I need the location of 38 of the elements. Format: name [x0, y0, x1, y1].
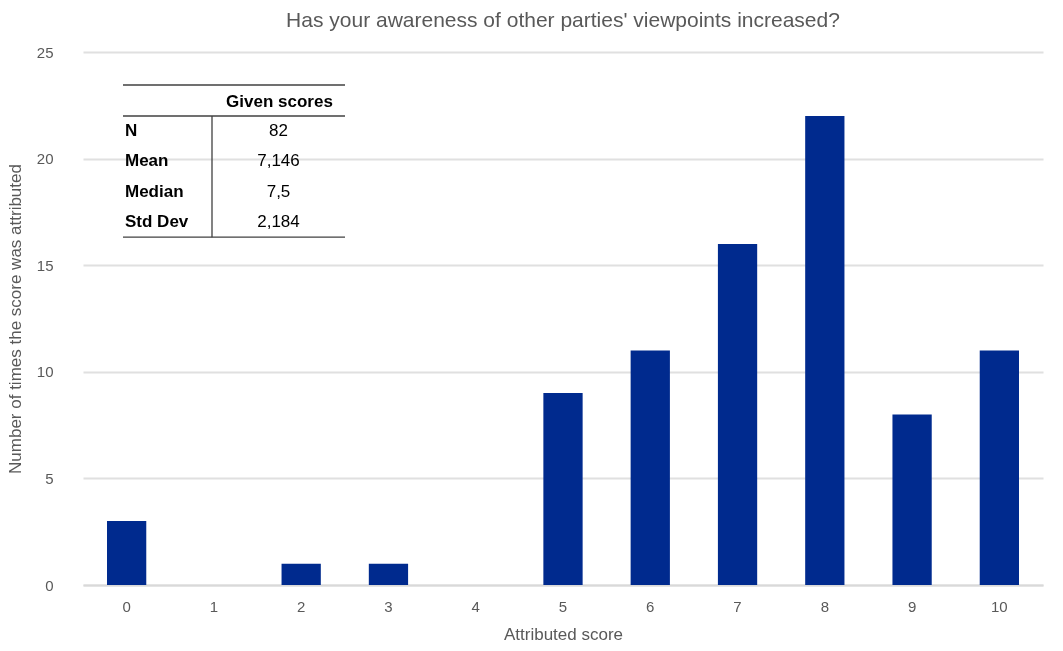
annotation: 2,184 [257, 212, 300, 232]
x-tick-label: 1 [209, 597, 219, 615]
x-tick-label: 5 [558, 597, 568, 615]
annotation: 7,146 [257, 151, 300, 171]
annotation: Median [125, 181, 184, 201]
x-axis-title: Attributed score [503, 624, 624, 644]
bar [281, 563, 321, 585]
annotation: 82 [269, 121, 288, 141]
y-axis-title: Number of times the score was attributed [5, 164, 25, 474]
x-tick-label: 10 [991, 597, 1008, 615]
bar [543, 393, 583, 585]
y-tick-label: 20 [36, 150, 54, 168]
y-tick-label: 15 [36, 256, 54, 274]
x-tick-label: 9 [907, 597, 917, 615]
annotation: Given scores [226, 91, 333, 111]
chart-title: Has your awareness of other parties' viewpoints increased? [286, 8, 840, 31]
y-tick-label: 5 [45, 469, 54, 487]
x-tick-label: 7 [733, 597, 742, 615]
bar [630, 350, 670, 585]
bar [892, 414, 932, 585]
annotation: N [125, 121, 138, 141]
bar [368, 563, 409, 585]
x-tick-label: 0 [122, 597, 131, 615]
x-tick-label: 4 [471, 597, 480, 615]
bar [979, 350, 1019, 585]
x-tick-label: 3 [384, 597, 393, 615]
y-tick-label: 0 [45, 576, 54, 594]
x-tick-label: 6 [646, 597, 655, 615]
annotation: 7,5 [266, 181, 291, 201]
y-tick-label: 10 [36, 363, 54, 381]
bar [805, 115, 845, 585]
y-tick-label: 25 [36, 43, 54, 61]
annotation: Std Dev [125, 212, 189, 232]
bar [717, 243, 758, 585]
bar [107, 521, 147, 585]
x-tick-label: 2 [297, 597, 306, 615]
annotation: Mean [125, 151, 169, 171]
x-tick-label: 8 [820, 597, 829, 615]
